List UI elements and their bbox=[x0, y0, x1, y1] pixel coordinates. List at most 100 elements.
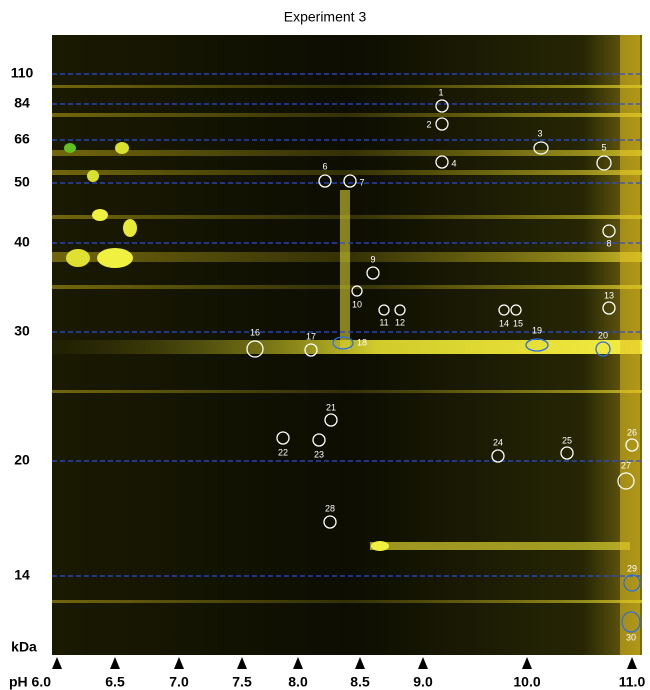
spot-circle bbox=[351, 285, 363, 297]
band bbox=[52, 600, 642, 603]
ph-arrow bbox=[52, 657, 62, 669]
title: Experiment 3 bbox=[284, 9, 367, 25]
band bbox=[370, 542, 630, 550]
spot-circle bbox=[332, 336, 354, 350]
ph-arrow bbox=[110, 657, 120, 669]
blob bbox=[371, 541, 389, 551]
spot-label: 9 bbox=[370, 254, 375, 264]
spot-label: 15 bbox=[513, 318, 523, 328]
mw-label: 30 bbox=[14, 323, 30, 339]
spot-circle bbox=[312, 433, 326, 447]
ph-arrow bbox=[174, 657, 184, 669]
band bbox=[52, 170, 642, 175]
spot-label: 21 bbox=[326, 402, 336, 412]
spot-circle bbox=[394, 304, 406, 316]
spot-circle bbox=[621, 611, 641, 633]
spot-circle bbox=[602, 301, 616, 315]
spot-circle bbox=[343, 174, 357, 188]
ph-label: 7.5 bbox=[232, 674, 252, 690]
spot-circle bbox=[491, 449, 505, 463]
spot-circle bbox=[596, 155, 612, 171]
spot-label: 25 bbox=[562, 435, 572, 445]
mw-label: 84 bbox=[14, 95, 30, 111]
ph-arrow bbox=[237, 657, 247, 669]
spot-circle bbox=[435, 117, 449, 131]
ph-arrow bbox=[522, 657, 532, 669]
spot-circle bbox=[323, 515, 337, 529]
spot-circle bbox=[276, 431, 290, 445]
spot-label: 20 bbox=[598, 330, 608, 340]
spot-circle bbox=[378, 304, 390, 316]
ph-label: pH 6.0 bbox=[9, 674, 51, 690]
spot-circle bbox=[498, 304, 510, 316]
spot-label: 27 bbox=[621, 460, 631, 470]
spot-label: 24 bbox=[493, 437, 503, 447]
spot-label: 12 bbox=[395, 317, 405, 327]
spot-circle bbox=[510, 304, 522, 316]
ph-label: 7.0 bbox=[169, 674, 189, 690]
ph-arrow bbox=[355, 657, 365, 669]
spot-circle bbox=[324, 413, 338, 427]
band bbox=[52, 150, 642, 156]
spot-circle bbox=[318, 174, 332, 188]
spot-label: 10 bbox=[352, 299, 362, 309]
blob bbox=[66, 249, 90, 267]
spot-label: 17 bbox=[306, 331, 316, 341]
spot-label: 16 bbox=[250, 327, 260, 337]
spot-circle bbox=[366, 266, 380, 280]
spot-label: 4 bbox=[451, 158, 456, 168]
blob bbox=[87, 170, 99, 182]
spot-circle bbox=[533, 141, 549, 155]
spot-circle bbox=[435, 155, 449, 169]
mw-label: 50 bbox=[14, 174, 30, 190]
spot-circle bbox=[623, 574, 641, 592]
ph-arrow bbox=[418, 657, 428, 669]
ph-label: 6.5 bbox=[105, 674, 125, 690]
spot-label: 26 bbox=[627, 427, 637, 437]
spot-circle bbox=[560, 446, 574, 460]
blob bbox=[97, 248, 133, 268]
ph-arrow bbox=[627, 657, 637, 669]
ph-label: 11.0 bbox=[619, 674, 646, 690]
blob bbox=[123, 219, 137, 237]
spot-circle bbox=[525, 338, 549, 352]
spot-label: 1 bbox=[438, 87, 443, 97]
spot-circle bbox=[617, 472, 635, 490]
mw-label: 14 bbox=[14, 567, 30, 583]
blob bbox=[92, 209, 108, 221]
mw-label: 40 bbox=[14, 234, 30, 250]
spot-circle bbox=[595, 341, 611, 357]
spot-label: 6 bbox=[322, 161, 327, 171]
mw-unit: kDa bbox=[11, 639, 37, 655]
spot-label: 5 bbox=[601, 142, 606, 152]
spot-label: 29 bbox=[627, 563, 637, 573]
spot-label: 3 bbox=[537, 128, 542, 138]
spot-label: 22 bbox=[278, 447, 288, 457]
spot-label: 19 bbox=[532, 325, 542, 335]
spot-label: 2 bbox=[426, 119, 431, 129]
blob bbox=[115, 142, 129, 154]
streak bbox=[620, 35, 640, 655]
spot-label: 23 bbox=[314, 449, 324, 459]
spot-circle bbox=[435, 99, 449, 113]
spot-circle bbox=[625, 438, 639, 452]
spot-label: 11 bbox=[379, 317, 388, 327]
mw-label: 110 bbox=[11, 65, 34, 81]
spot-label: 8 bbox=[606, 238, 611, 248]
spot-label: 13 bbox=[604, 290, 614, 300]
spot-circle bbox=[304, 343, 318, 357]
ph-label: 9.0 bbox=[413, 674, 433, 690]
mw-label: 66 bbox=[14, 131, 30, 147]
spot-label: 7 bbox=[359, 177, 364, 187]
band bbox=[52, 113, 642, 117]
spot-circle bbox=[246, 340, 264, 358]
spot-circle bbox=[602, 224, 616, 238]
band bbox=[52, 85, 642, 88]
mw-label: 20 bbox=[14, 452, 30, 468]
ph-label: 8.5 bbox=[350, 674, 370, 690]
spot-label: 30 bbox=[626, 632, 636, 642]
ph-label: 8.0 bbox=[288, 674, 308, 690]
spot-label: 14 bbox=[499, 318, 509, 328]
